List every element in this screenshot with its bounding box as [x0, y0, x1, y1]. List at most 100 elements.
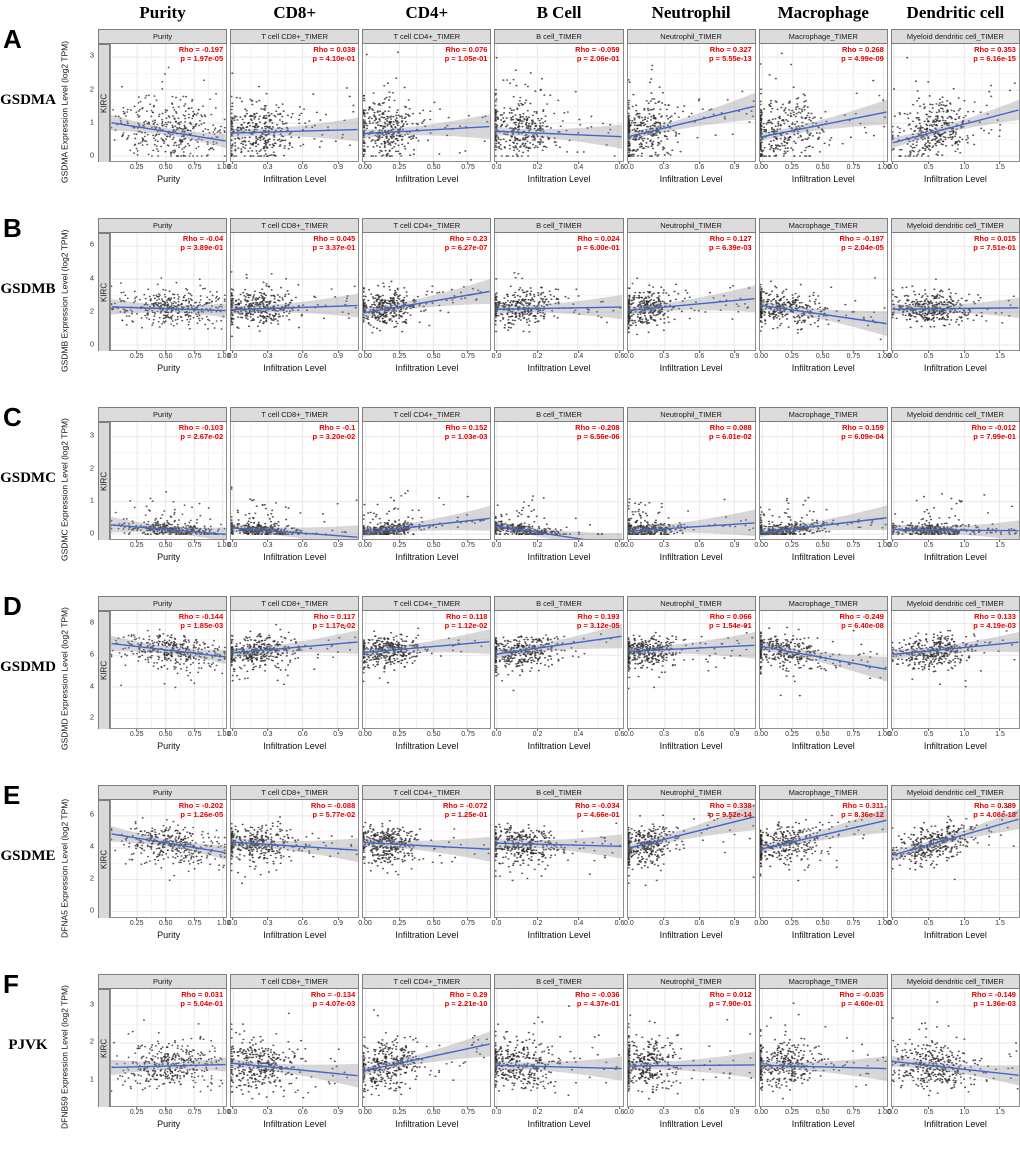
scatter-point	[642, 107, 645, 110]
scatter-point	[161, 88, 164, 90]
scatter-point	[379, 104, 382, 107]
scatter-point	[394, 289, 397, 292]
scatter-point	[169, 121, 172, 124]
column-header: B Cell	[536, 3, 582, 22]
scatter-point	[265, 92, 268, 95]
scatter-point	[404, 120, 408, 123]
x-tick: 0.6	[298, 162, 308, 171]
scatter-point	[367, 316, 370, 318]
scatter-point	[509, 147, 512, 150]
scatter-point	[792, 155, 796, 157]
scatter-point	[371, 331, 374, 334]
scatter-point	[408, 107, 411, 110]
scatter-point	[500, 148, 503, 151]
scatter-point	[642, 301, 645, 303]
scatter-point	[301, 129, 305, 131]
scatter-point	[939, 133, 943, 136]
scatter-point	[236, 126, 240, 129]
scatter-point	[459, 125, 462, 127]
scatter-point	[378, 301, 381, 304]
x-axis-label: Purity	[157, 174, 181, 184]
scatter-point	[403, 296, 406, 299]
scatter-point	[638, 134, 641, 137]
scatter-point	[636, 127, 639, 130]
scatter-point	[918, 105, 921, 108]
scatter-point	[290, 299, 293, 302]
scatter-point	[985, 104, 988, 107]
scatter-point	[182, 151, 185, 153]
scatter-point	[382, 294, 385, 297]
scatter-point	[998, 123, 1002, 126]
scatter-point	[396, 293, 399, 296]
scatter-point	[126, 136, 129, 139]
scatter-point	[273, 318, 276, 320]
scatter-point	[155, 126, 158, 129]
scatter-point	[811, 146, 814, 149]
scatter-point	[798, 319, 801, 322]
panel-body: Rho = 0.038 p = 4.10e-01 0.0 0.3 0.6 0.9 Infil…	[228, 44, 360, 187]
scatter-point	[896, 126, 899, 128]
scatter-point	[628, 149, 631, 151]
scatter-point	[911, 146, 914, 149]
scatter-point	[643, 123, 646, 126]
scatter-point	[400, 155, 403, 157]
scatter-point	[153, 95, 156, 97]
x-tick-mark	[398, 162, 400, 164]
scatter-point	[215, 135, 218, 138]
scatter-point	[135, 147, 138, 150]
scatter-point	[202, 287, 205, 290]
scatter-point	[126, 111, 129, 113]
scatter-point	[666, 124, 669, 127]
scatter-point	[231, 335, 234, 338]
scatter-point	[509, 127, 512, 129]
scatter-point	[688, 317, 691, 320]
scatter-point	[126, 120, 129, 123]
scatter-point	[495, 330, 498, 333]
scatter-point	[533, 110, 536, 113]
scatter-point	[363, 97, 366, 100]
scatter-point	[646, 125, 649, 128]
scatter-point	[264, 145, 268, 147]
scatter-point	[269, 300, 272, 303]
scatter-point	[634, 121, 637, 124]
scatter-point	[728, 286, 731, 289]
scatter-point	[788, 100, 791, 103]
scatter-point	[244, 108, 247, 110]
scatter-point	[650, 155, 653, 157]
scatter-point	[179, 138, 182, 141]
scatter-point	[633, 124, 636, 126]
scatter-point	[524, 138, 527, 141]
rho-value: Rho = 0.024	[577, 234, 620, 243]
scatter-point	[173, 300, 176, 303]
scatter-point	[642, 299, 645, 302]
scatter-point	[771, 118, 774, 121]
scatter-point	[158, 326, 161, 328]
scatter-point	[259, 139, 262, 142]
scatter-point	[216, 136, 219, 139]
scatter-point	[937, 104, 940, 107]
scatter-point	[763, 146, 766, 149]
scatter-point	[429, 118, 432, 121]
scatter-plot-area: Rho = 0.076 p = 1.05e-01	[362, 44, 492, 162]
scatter-point	[652, 314, 655, 316]
scatter-point	[988, 90, 991, 93]
scatter-point	[181, 148, 184, 151]
scatter-point	[378, 114, 381, 116]
scatter-point	[931, 121, 934, 123]
scatter-point	[223, 298, 226, 301]
scatter-point	[402, 123, 406, 125]
scatter-point	[527, 127, 530, 130]
x-axis-ticks: 0.0 0.3 0.6 0.9	[228, 162, 359, 173]
scatter-point	[385, 96, 388, 99]
scatter-point	[212, 141, 215, 143]
scatter-point	[544, 115, 548, 118]
scatter-point	[433, 101, 436, 104]
scatter-point	[161, 120, 164, 123]
scatter-point	[242, 146, 245, 148]
x-tick: 0.9	[730, 162, 739, 171]
scatter-point	[764, 128, 767, 131]
scatter-point	[631, 105, 634, 108]
scatter-point	[543, 317, 546, 320]
scatter-point	[916, 112, 919, 114]
scatter-point	[542, 110, 545, 113]
